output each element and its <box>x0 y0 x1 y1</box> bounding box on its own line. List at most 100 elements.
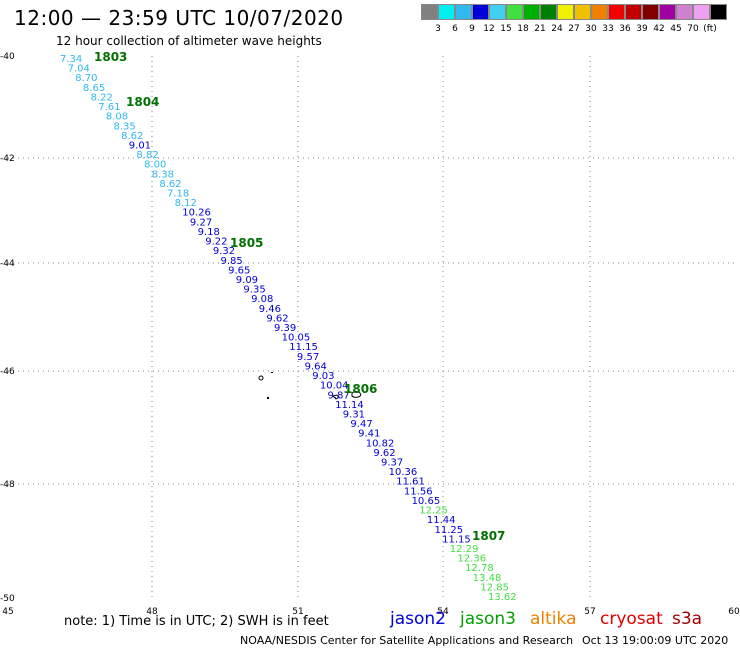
wave-height-value: 8.62 <box>159 179 181 190</box>
wave-height-value: 9.47 <box>350 419 372 430</box>
axis-ticks: 45 48 51 54 57 60 -40 -42 -44 -46 -48 -50 <box>0 52 740 617</box>
wave-height-value: 10.36 <box>389 467 418 478</box>
generated-timestamp: Oct 13 19:00:09 UTC 2020 <box>582 634 729 647</box>
wave-height-value: 12.25 <box>419 506 448 517</box>
legend-label: 45 <box>670 24 682 34</box>
legend-label: 18 <box>517 24 529 34</box>
wave-height-value: 8.82 <box>136 150 158 161</box>
wave-height-value: 9.64 <box>305 361 327 372</box>
wave-height-value: 13.48 <box>473 573 502 584</box>
wave-height-labels: 7.347.048.708.658.227.618.088.358.629.01… <box>60 54 517 603</box>
satellite-cryosat: cryosat <box>600 609 663 629</box>
island-outline <box>332 394 340 400</box>
legend-label: 39 <box>636 24 648 34</box>
x-tick-label: 60 <box>728 607 740 617</box>
legend-swatch <box>540 4 557 20</box>
wave-height-value: 9.18 <box>198 227 220 238</box>
legend-swatch <box>693 4 710 20</box>
satellite-altika: altika <box>530 609 577 629</box>
wave-height-value: 11.25 <box>435 525 464 536</box>
wave-height-value: 9.85 <box>221 256 243 267</box>
wave-height-value: 8.70 <box>75 73 97 84</box>
legend-swatch <box>574 4 591 20</box>
legend-swatch <box>659 4 676 20</box>
island-outline <box>271 372 273 373</box>
legend-swatch <box>557 4 574 20</box>
wave-height-value: 9.09 <box>236 275 258 286</box>
wave-height-value: 7.34 <box>60 54 82 65</box>
track-time-label: 1805 <box>230 236 263 250</box>
legend-swatch <box>523 4 540 20</box>
wave-height-value: 8.38 <box>152 169 174 180</box>
island-outline <box>258 375 264 381</box>
footer-credit: NOAA/NESDIS Center for Satellite Applica… <box>240 634 574 647</box>
satellite-s3a: s3a <box>672 609 703 629</box>
track-time-label: 1803 <box>94 50 127 64</box>
wave-height-value: 8.62 <box>121 131 143 142</box>
legend-swatch <box>591 4 608 20</box>
wave-height-value: 7.61 <box>98 102 120 113</box>
wave-height-value: 9.08 <box>251 294 273 305</box>
wave-height-value: 10.04 <box>320 381 349 392</box>
wave-height-value: 11.15 <box>289 342 318 353</box>
wave-height-value: 8.65 <box>83 83 105 94</box>
wave-height-value: 9.46 <box>259 304 281 315</box>
legend-swatch <box>455 4 472 20</box>
legend-label: 3 <box>435 24 441 34</box>
wave-height-value: 11.44 <box>427 515 456 526</box>
wave-height-value: 12.29 <box>450 544 479 555</box>
wave-height-value: 9.03 <box>312 371 334 382</box>
legend-label: 42 <box>653 24 665 34</box>
wave-height-value: 13.62 <box>488 592 517 603</box>
legend-swatch <box>506 4 523 20</box>
wave-height-value: 9.39 <box>274 323 296 334</box>
track-time-label: 1807 <box>472 529 505 543</box>
wave-height-value: 9.62 <box>373 448 395 459</box>
wave-height-value: 11.15 <box>442 534 471 545</box>
wave-height-value: 9.41 <box>358 429 380 440</box>
legend-swatch <box>472 4 489 20</box>
legend-swatch <box>608 4 625 20</box>
legend-label: (ft) <box>703 24 717 34</box>
x-tick-label: 45 <box>2 607 13 617</box>
legend-swatch <box>421 4 438 20</box>
wave-height-value: 7.04 <box>68 64 90 75</box>
satellite-jason3: jason3 <box>460 609 516 629</box>
legend-label: 21 <box>534 24 546 34</box>
wave-height-value: 9.32 <box>213 246 235 257</box>
wave-height-value: 9.65 <box>228 265 250 276</box>
wave-height-value: 10.82 <box>366 438 395 449</box>
wave-height-value: 12.85 <box>480 582 509 593</box>
x-tick-label: 57 <box>584 607 595 617</box>
page-title: 12:00 — 23:59 UTC 10/07/2020 <box>14 6 344 30</box>
legend-label: 24 <box>551 24 563 34</box>
time-labels: 1803 1804 1805 1806 1807 <box>94 50 505 543</box>
satellite-jason2: jason2 <box>390 609 446 629</box>
y-tick-label: -42 <box>0 154 15 164</box>
track-time-label: 1804 <box>126 95 159 109</box>
wave-height-value: 9.31 <box>343 409 365 420</box>
legend-label: 27 <box>568 24 580 34</box>
legend-label: 15 <box>500 24 512 34</box>
legend-swatch <box>438 4 455 20</box>
island-outlines <box>258 372 362 400</box>
legend-swatch <box>489 4 506 20</box>
page-subtitle: 12 hour collection of altimeter wave hei… <box>56 34 322 48</box>
y-tick-label: -50 <box>0 594 15 604</box>
wave-height-value: 12.36 <box>457 554 486 565</box>
wave-height-value: 12.78 <box>465 563 494 574</box>
legend-label: 33 <box>602 24 614 34</box>
legend-label: 9 <box>469 24 475 34</box>
wave-height-value: 9.37 <box>381 458 403 469</box>
legend-swatch <box>676 4 693 20</box>
wave-height-value: 9.62 <box>266 313 288 324</box>
legend-label: 70 <box>687 24 699 34</box>
wave-height-value: 8.22 <box>91 92 113 103</box>
legend-swatch <box>642 4 659 20</box>
wave-height-value: 10.26 <box>182 208 211 219</box>
wave-height-value: 9.27 <box>190 217 212 228</box>
wave-height-value: 11.61 <box>396 477 425 488</box>
wave-height-value: 8.08 <box>106 112 128 123</box>
island-outline <box>267 397 269 399</box>
